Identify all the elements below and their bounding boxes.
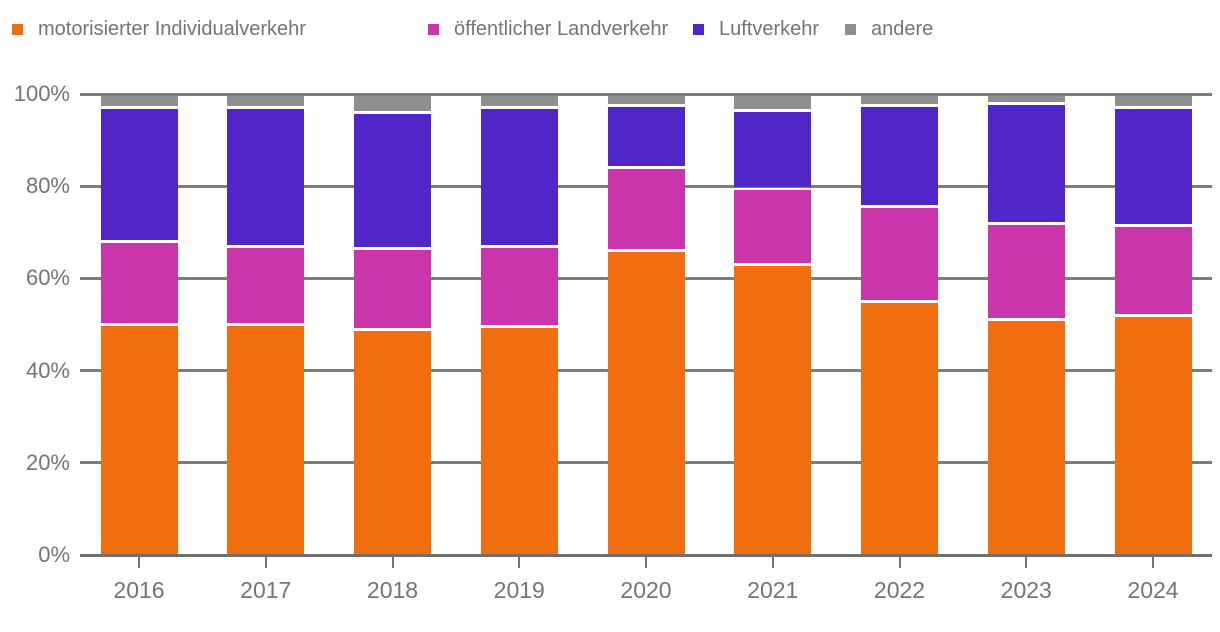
bar-segment: [861, 107, 938, 206]
legend-swatch-icon: [845, 23, 856, 35]
bar-segment: [100, 109, 178, 241]
y-axis-label: 100%: [13, 81, 70, 106]
x-axis-tick: [391, 557, 394, 568]
y-axis-label: 20%: [25, 449, 70, 475]
bar-segment: [480, 109, 558, 245]
bar-segment: [861, 208, 938, 300]
y-axis-label: 60%: [25, 265, 70, 291]
bar-2018: [354, 0, 431, 555]
gridline: [80, 92, 1212, 96]
bar-2022: [861, 0, 938, 555]
legend-label: motorisierter Individualverkehr: [38, 18, 306, 40]
bar-segment: [987, 96, 1065, 102]
bar-segment: [100, 96, 178, 107]
legend: motorisierter Individualverkehr öffentli…: [0, 0, 1220, 56]
bar-segment: [734, 96, 812, 109]
bar-segment: [354, 96, 431, 111]
bar-2024: [1114, 0, 1192, 555]
bar-segment: [607, 96, 685, 105]
bar-2019: [480, 0, 558, 555]
bar-segment: [861, 302, 938, 555]
bar-segment: [480, 96, 558, 107]
y-axis-label: 0%: [38, 542, 70, 567]
bar-segment: [1114, 96, 1192, 107]
x-axis-label: 2022: [873, 577, 926, 603]
bar-2017: [227, 0, 305, 555]
x-axis-tick: [1152, 557, 1154, 568]
x-axis-tick: [898, 557, 901, 568]
bar-segment: [987, 224, 1065, 319]
bar-segment: [861, 96, 938, 105]
legend-item-andere[interactable]: andere: [845, 17, 933, 41]
x-axis-label: 2019: [493, 577, 545, 603]
x-axis-line: [80, 553, 1212, 557]
bar-segment: [354, 249, 431, 328]
y-axis-label: 40%: [25, 357, 70, 383]
bar-segment: [607, 252, 685, 555]
x-axis-label: 2020: [620, 577, 672, 603]
bar-segment: [987, 321, 1065, 555]
bar-segment: [734, 266, 812, 555]
bar-segment: [100, 326, 178, 555]
legend-swatch-icon: [12, 23, 23, 35]
x-axis-label: 2021: [747, 577, 799, 603]
x-axis-label: 2023: [1000, 577, 1052, 603]
bar-segment: [354, 113, 431, 247]
bar-2020: [607, 0, 685, 555]
bar-segment: [227, 109, 305, 245]
legend-item-oeffentlicher-landverkehr[interactable]: öffentlicher Landverkehr: [428, 17, 668, 41]
bar-segment: [607, 169, 685, 250]
bar-segment: [480, 328, 558, 555]
x-axis-tick: [518, 557, 521, 568]
legend-item-motorisierter-individualverkehr[interactable]: motorisierter Individualverkehr: [12, 17, 306, 41]
y-axis-label: 80%: [25, 173, 70, 199]
bar-segment: [734, 111, 812, 187]
x-axis-tick: [1025, 557, 1028, 568]
x-axis-tick: [645, 557, 647, 568]
bar-segment: [734, 190, 812, 264]
legend-label: andere: [871, 18, 934, 40]
bar-segment: [227, 326, 305, 555]
bar-segment: [227, 96, 305, 107]
bar-segment: [227, 247, 305, 323]
bar-2021: [734, 0, 812, 555]
bar-segment: [100, 243, 178, 323]
x-axis-label: 2018: [366, 577, 419, 603]
legend-item-luftverkehr[interactable]: Luftverkehr: [693, 17, 819, 41]
bar-segment: [354, 330, 431, 555]
legend-label: Luftverkehr: [719, 18, 820, 40]
x-axis-label: 2024: [1127, 577, 1179, 603]
x-axis-label: 2017: [240, 577, 292, 603]
bar-segment: [480, 247, 558, 326]
bar-segment: [607, 107, 685, 167]
x-axis-tick: [771, 557, 774, 568]
bar-segment: [1114, 226, 1192, 314]
bar-2016: [100, 0, 178, 555]
legend-swatch-icon: [693, 23, 704, 35]
legend-swatch-icon: [428, 23, 439, 35]
bar-segment: [1114, 316, 1192, 555]
x-axis-tick: [138, 557, 140, 568]
x-axis-label: 2016: [113, 577, 165, 603]
x-axis-tick: [264, 557, 267, 568]
legend-label: öffentlicher Landverkehr: [454, 18, 669, 40]
bar-segment: [987, 104, 1065, 222]
bar-2023: [987, 0, 1065, 555]
bar-segment: [1114, 109, 1192, 224]
